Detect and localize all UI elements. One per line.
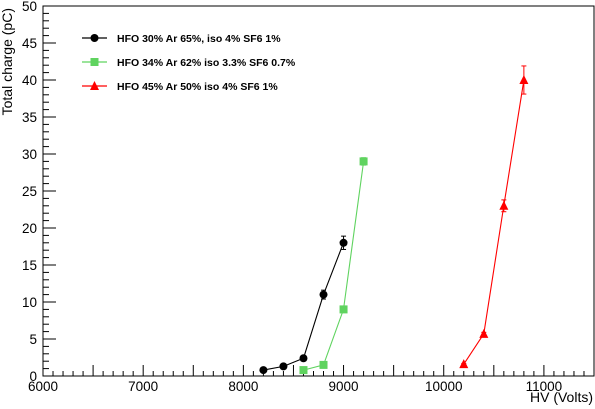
data-point-3-1 [459, 359, 469, 369]
data-point-3-4 [519, 75, 529, 84]
y-axis-ticks: 0 5 10 15 20 25 30 35 40 45 50 [22, 0, 56, 384]
data-point-1-3 [299, 354, 308, 363]
series-line-1 [263, 242, 345, 371]
y-tick-label: 0 [29, 369, 37, 384]
legend-label-1: HFO 30% Ar 65%, iso 4% SF6 1% [117, 33, 281, 45]
legend-label-3: HFO 45% Ar 50% iso 4% SF6 1% [117, 81, 278, 93]
data-point-3-2 [479, 328, 489, 338]
legend-entry-1: HFO 30% Ar 65%, iso 4% SF6 1% [82, 33, 281, 45]
data-point-2-1 [299, 366, 308, 375]
x-axis-ticks: 6000 7000 8000 9000 10000 11000 [28, 365, 595, 394]
y-tick-label: 15 [22, 258, 37, 273]
series-1 [259, 235, 348, 375]
x-axis-title: HV (Volts) [530, 389, 593, 405]
data-point-1-5 [339, 238, 348, 247]
data-point-3-3 [499, 200, 509, 210]
legend-entry-3: HFO 45% Ar 50% iso 4% SF6 1% [82, 81, 278, 93]
legend-entry-2: HFO 34% Ar 62% iso 3.3% SF6 0.7% [82, 57, 296, 69]
x-tick-label: 7000 [128, 379, 158, 394]
y-tick-label: 40 [22, 73, 37, 88]
y-tick-label: 10 [22, 295, 37, 310]
legend: HFO 30% Ar 65%, iso 4% SF6 1% HFO 34% Ar… [82, 33, 296, 93]
x-tick-label: 10000 [425, 379, 463, 394]
series-line-2 [303, 161, 365, 371]
x-tick-label: 8000 [228, 379, 258, 394]
data-point-1-4 [319, 290, 328, 299]
legend-marker-1 [90, 34, 99, 42]
legend-label-2: HFO 34% Ar 62% iso 3.3% SF6 0.7% [117, 57, 296, 69]
data-point-2-3 [339, 305, 348, 314]
y-tick-label: 45 [22, 36, 37, 51]
y-axis-title: Total charge (pC) [0, 8, 15, 115]
y-tick-label: 30 [22, 147, 37, 162]
x-tick-label: 11000 [526, 379, 563, 394]
data-point-1-2 [279, 362, 288, 371]
series-2 [299, 157, 368, 375]
data-point-2-2 [319, 360, 328, 369]
series-3 [459, 65, 529, 369]
series-layer [259, 65, 529, 375]
x-tick-label: 6000 [28, 379, 58, 394]
y-tick-label: 35 [22, 110, 37, 125]
data-point-2-4 [359, 157, 368, 166]
series-line-3 [463, 79, 525, 365]
legend-marker-3 [90, 81, 99, 90]
y-tick-label: 25 [22, 184, 37, 199]
y-tick-label: 20 [22, 221, 37, 236]
data-point-1-1 [259, 366, 268, 375]
x-tick-label: 9000 [329, 379, 359, 394]
y-tick-label: 5 [29, 332, 37, 347]
y-tick-label: 50 [22, 0, 37, 14]
legend-marker-2 [90, 58, 99, 66]
